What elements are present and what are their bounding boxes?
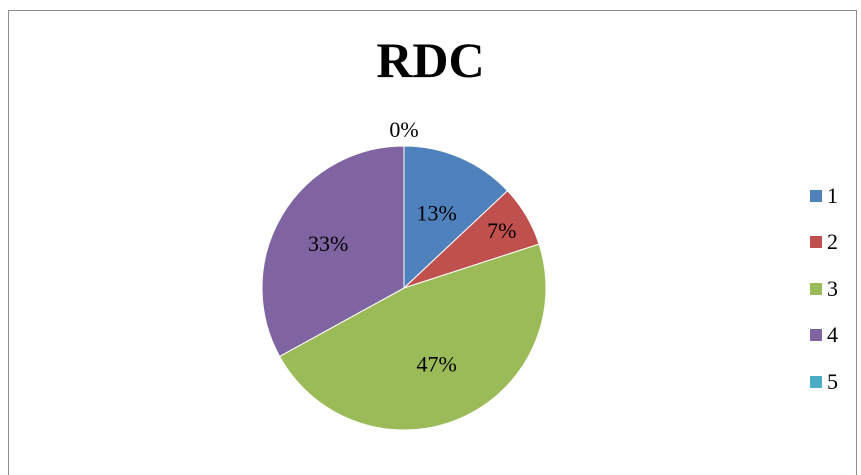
legend-item-2: 2 [810,231,855,254]
data-label-1: 13% [417,200,457,225]
legend: 1 2 3 4 5 [810,184,855,417]
chart-title: RDC [376,32,485,88]
data-label-3: 47% [417,352,457,377]
legend-label-1: 1 [827,182,838,208]
data-label-5: 0% [389,117,418,142]
pie-slice-4 [261,145,405,358]
legend-swatch-4 [810,329,822,341]
pie-slice-3 [278,243,547,431]
legend-label-3: 3 [827,275,838,301]
legend-item-5: 5 [810,370,855,393]
data-label-4: 33% [308,231,348,256]
legend-swatch-2 [810,236,822,248]
legend-label-2: 2 [827,229,838,254]
legend-swatch-1 [810,189,822,202]
legend-item-3: 3 [810,277,855,300]
legend-label-4: 4 [827,322,838,347]
legend-swatch-5 [810,375,822,388]
legend-item-4: 4 [810,324,855,347]
legend-label-5: 5 [827,368,838,394]
legend-item-1: 1 [810,184,855,207]
pie-slice-1 [403,145,509,290]
legend-swatch-3 [810,282,822,295]
data-label-2: 7% [487,218,516,243]
